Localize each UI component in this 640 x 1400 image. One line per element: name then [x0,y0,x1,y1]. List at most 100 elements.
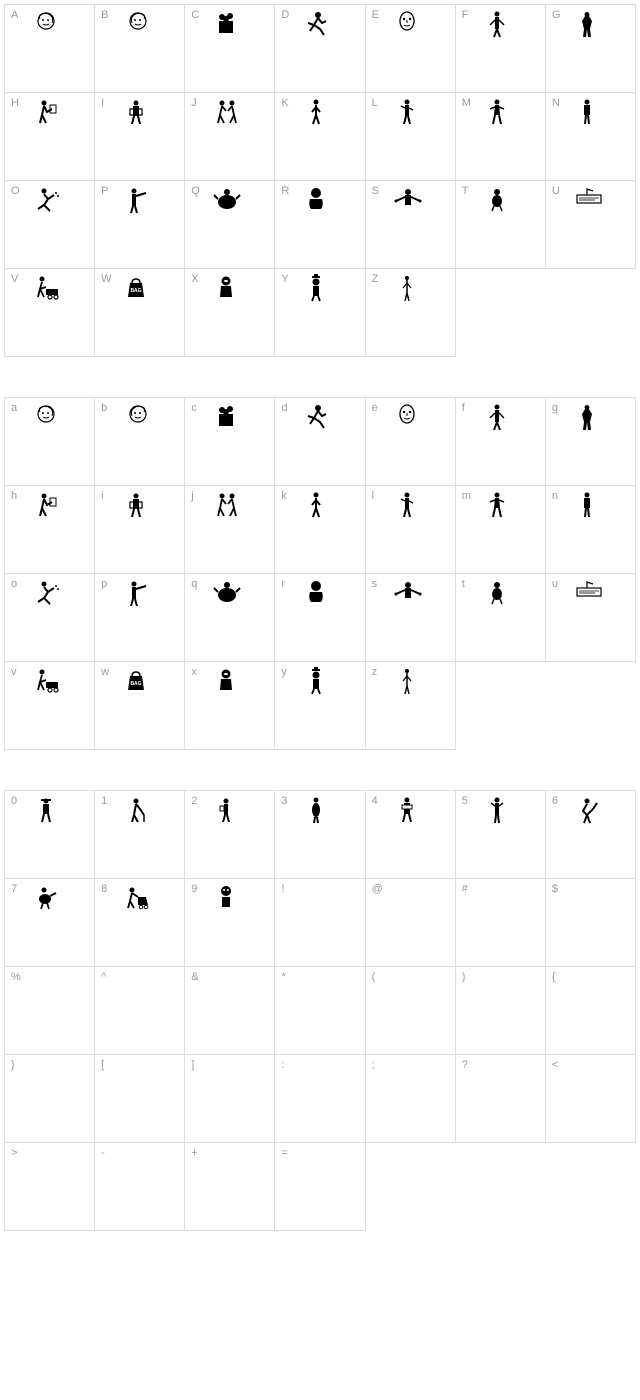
glyph-cell[interactable]: O [5,181,95,269]
glyph-cell[interactable]: { [546,967,636,1055]
glyph-icon [121,578,171,618]
glyph-icon [572,402,622,442]
glyph-cell[interactable]: c [185,398,275,486]
glyph-cell[interactable]: $ [546,879,636,967]
glyph-cell[interactable]: s [366,574,456,662]
glyph-cell[interactable]: T [456,181,546,269]
glyph-cell[interactable]: 0 [5,791,95,879]
cell-label: J [191,97,197,109]
glyph-cell[interactable]: o [5,574,95,662]
glyph-icon: BAG [121,273,171,313]
glyph-cell[interactable]: e [366,398,456,486]
glyph-cell[interactable]: z [366,662,456,750]
glyph-cell[interactable]: - [95,1143,185,1231]
glyph-cell[interactable]: a [5,398,95,486]
glyph-cell[interactable]: ^ [95,967,185,1055]
glyph-cell[interactable]: I [95,93,185,181]
glyph-cell[interactable]: + [185,1143,275,1231]
glyph-cell[interactable]: < [546,1055,636,1143]
glyph-cell[interactable]: t [456,574,546,662]
glyph-cell[interactable]: G [546,5,636,93]
glyph-cell[interactable]: % [5,967,95,1055]
glyph-cell[interactable]: > [5,1143,95,1231]
glyph-cell[interactable]: 4 [366,791,456,879]
glyph-cell[interactable]: v [5,662,95,750]
glyph-cell[interactable]: 3 [275,791,365,879]
glyph-cell[interactable]: b [95,398,185,486]
glyph-cell[interactable]: F [456,5,546,93]
glyph-cell[interactable]: J [185,93,275,181]
glyph-cell[interactable]: ; [366,1055,456,1143]
glyph-cell[interactable]: wBAG [95,662,185,750]
glyph-cell[interactable]: V [5,269,95,357]
glyph-cell[interactable]: } [5,1055,95,1143]
glyph-cell[interactable]: ! [275,879,365,967]
glyph-cell[interactable]: Q [185,181,275,269]
glyph-cell[interactable]: x [185,662,275,750]
glyph-cell[interactable]: p [95,574,185,662]
glyph-cell[interactable]: R [275,181,365,269]
glyph-cell[interactable]: 6 [546,791,636,879]
glyph-cell[interactable]: ) [456,967,546,1055]
glyph-cell[interactable]: h [5,486,95,574]
glyph-cell[interactable]: B [95,5,185,93]
glyph-cell[interactable]: ? [456,1055,546,1143]
glyph-icon [121,490,171,530]
glyph-cell[interactable]: @ [366,879,456,967]
glyph-cell[interactable]: g [546,398,636,486]
glyph-cell[interactable]: Y [275,269,365,357]
cell-label: h [11,490,17,502]
glyph-cell[interactable]: E [366,5,456,93]
glyph-icon [211,9,261,49]
cell-label: V [11,273,18,285]
glyph-cell[interactable]: # [456,879,546,967]
glyph-cell[interactable]: d [275,398,365,486]
glyph-cell[interactable]: m [456,486,546,574]
glyph-cell[interactable]: k [275,486,365,574]
glyph-cell[interactable]: 7 [5,879,95,967]
glyph-cell[interactable]: ] [185,1055,275,1143]
glyph-cell[interactable]: r [275,574,365,662]
glyph-cell[interactable]: ( [366,967,456,1055]
glyph-cell[interactable]: 2 [185,791,275,879]
cell-label: % [11,971,21,983]
cell-label: 4 [372,795,378,807]
glyph-cell[interactable]: j [185,486,275,574]
empty-cell [456,1143,546,1231]
glyph-cell[interactable]: 5 [456,791,546,879]
glyph-cell[interactable]: WBAG [95,269,185,357]
glyph-cell[interactable]: [ [95,1055,185,1143]
glyph-cell[interactable]: u [546,574,636,662]
glyph-cell[interactable]: D [275,5,365,93]
cell-label: T [462,185,469,197]
glyph-cell[interactable]: K [275,93,365,181]
cell-label: b [101,402,107,414]
cell-label: = [281,1147,287,1159]
empty-cell [546,269,636,357]
glyph-cell[interactable]: L [366,93,456,181]
glyph-cell[interactable]: N [546,93,636,181]
glyph-cell[interactable]: P [95,181,185,269]
glyph-cell[interactable]: n [546,486,636,574]
glyph-cell[interactable]: U [546,181,636,269]
glyph-cell[interactable]: X [185,269,275,357]
glyph-cell[interactable]: Z [366,269,456,357]
glyph-icon [31,273,81,313]
glyph-cell[interactable]: 9 [185,879,275,967]
glyph-cell[interactable]: q [185,574,275,662]
glyph-cell[interactable]: l [366,486,456,574]
glyph-cell[interactable]: : [275,1055,365,1143]
glyph-cell[interactable]: 8 [95,879,185,967]
glyph-cell[interactable]: S [366,181,456,269]
glyph-cell[interactable]: y [275,662,365,750]
glyph-cell[interactable]: 1 [95,791,185,879]
glyph-cell[interactable]: A [5,5,95,93]
glyph-cell[interactable]: C [185,5,275,93]
glyph-cell[interactable]: & [185,967,275,1055]
glyph-cell[interactable]: H [5,93,95,181]
glyph-cell[interactable]: M [456,93,546,181]
glyph-cell[interactable]: f [456,398,546,486]
glyph-cell[interactable]: = [275,1143,365,1231]
glyph-cell[interactable]: * [275,967,365,1055]
glyph-cell[interactable]: i [95,486,185,574]
